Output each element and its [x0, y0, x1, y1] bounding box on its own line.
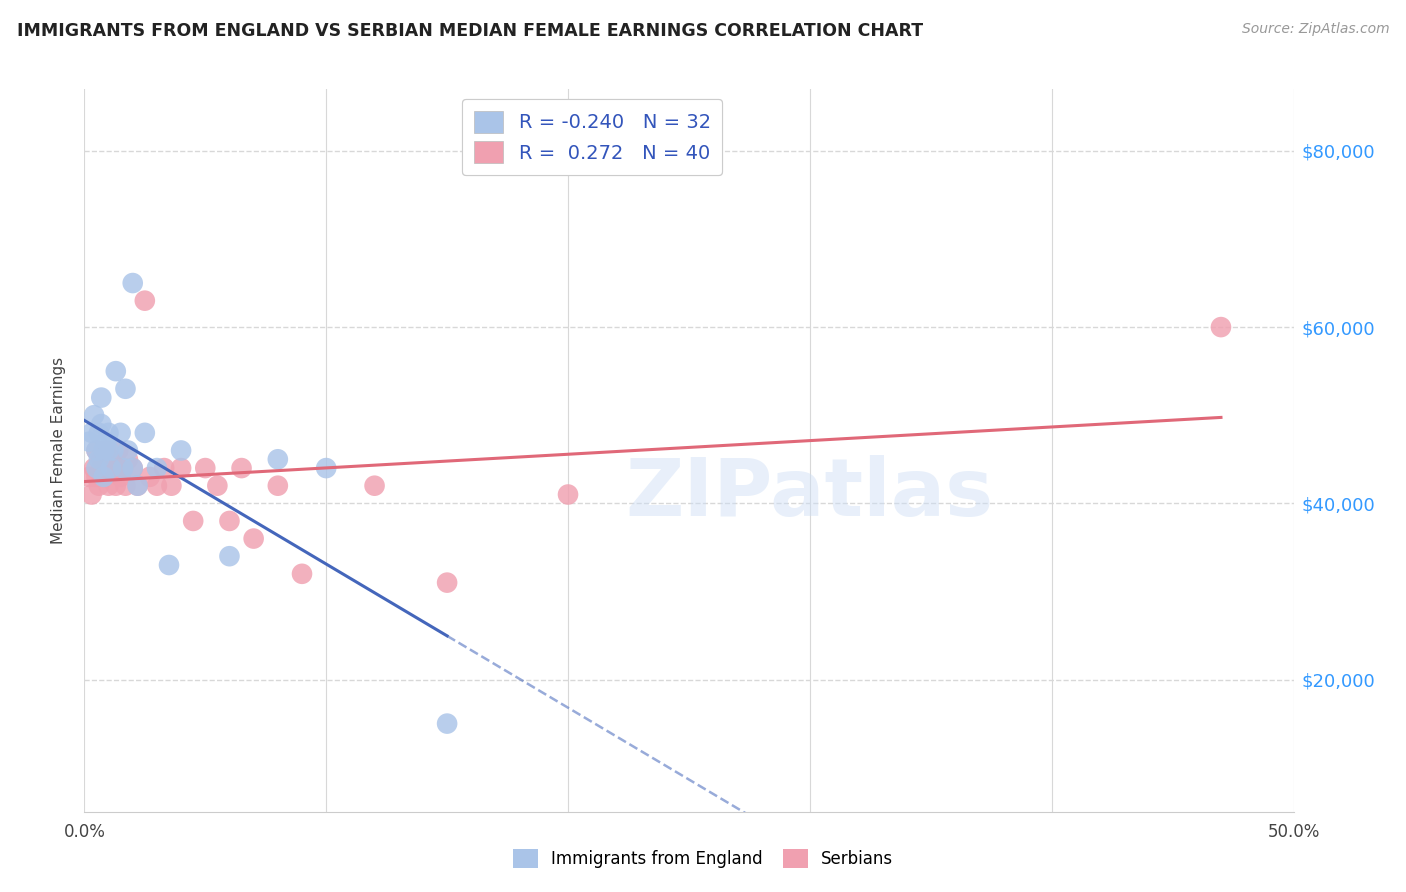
Point — [194, 461, 217, 475]
Point — [77, 434, 100, 449]
Point — [114, 382, 136, 396]
Point — [83, 408, 105, 422]
Point — [86, 470, 108, 484]
Point — [87, 425, 110, 440]
Point — [90, 391, 112, 405]
Point — [80, 425, 103, 440]
Point — [153, 461, 176, 475]
Point — [170, 461, 193, 475]
Point — [104, 364, 127, 378]
Text: IMMIGRANTS FROM ENGLAND VS SERBIAN MEDIAN FEMALE EARNINGS CORRELATION CHART: IMMIGRANTS FROM ENGLAND VS SERBIAN MEDIA… — [17, 22, 922, 40]
Point — [103, 443, 125, 458]
Point — [267, 479, 290, 493]
Point — [110, 470, 132, 484]
Point — [127, 479, 149, 493]
Point — [170, 443, 193, 458]
Point — [83, 461, 105, 475]
Point — [97, 425, 120, 440]
Point — [218, 514, 240, 528]
Point — [90, 417, 112, 431]
Point — [436, 575, 458, 590]
Point — [134, 293, 156, 308]
Point — [93, 470, 115, 484]
Point — [86, 461, 108, 475]
Point — [436, 716, 458, 731]
Point — [291, 566, 314, 581]
Point — [97, 443, 120, 458]
Point — [121, 276, 143, 290]
Point — [103, 461, 125, 475]
Point — [93, 443, 115, 458]
Point — [117, 443, 139, 458]
Point — [121, 461, 143, 475]
Point — [315, 461, 337, 475]
Legend: Immigrants from England, Serbians: Immigrants from England, Serbians — [506, 842, 900, 875]
Point — [146, 461, 169, 475]
Point — [231, 461, 253, 475]
Point — [160, 479, 183, 493]
Point — [181, 514, 204, 528]
Point — [1209, 320, 1232, 334]
Point — [121, 461, 143, 475]
Point — [117, 452, 139, 467]
Point — [86, 443, 108, 458]
Point — [146, 479, 169, 493]
Point — [97, 461, 120, 475]
Point — [363, 479, 385, 493]
Point — [157, 558, 180, 572]
Point — [134, 425, 156, 440]
Point — [207, 479, 229, 493]
Legend: R = -0.240   N = 32, R =  0.272   N = 40: R = -0.240 N = 32, R = 0.272 N = 40 — [463, 99, 723, 175]
Point — [218, 549, 240, 564]
Text: Source: ZipAtlas.com: Source: ZipAtlas.com — [1241, 22, 1389, 37]
Point — [104, 479, 127, 493]
Point — [100, 452, 122, 467]
Point — [107, 443, 129, 458]
Point — [94, 434, 117, 449]
Point — [80, 487, 103, 501]
Point — [114, 479, 136, 493]
Point — [110, 425, 132, 440]
Y-axis label: Median Female Earnings: Median Female Earnings — [51, 357, 66, 544]
Point — [138, 470, 160, 484]
Point — [100, 461, 122, 475]
Point — [77, 470, 100, 484]
Text: ZIPatlas: ZIPatlas — [626, 455, 994, 533]
Point — [127, 479, 149, 493]
Point — [97, 479, 120, 493]
Point — [87, 452, 110, 467]
Point — [112, 461, 135, 475]
Point — [93, 470, 115, 484]
Point — [267, 452, 290, 467]
Point — [112, 461, 135, 475]
Point — [557, 487, 579, 501]
Point — [90, 452, 112, 467]
Point — [242, 532, 264, 546]
Point — [94, 443, 117, 458]
Point — [90, 461, 112, 475]
Point — [86, 443, 108, 458]
Point — [87, 479, 110, 493]
